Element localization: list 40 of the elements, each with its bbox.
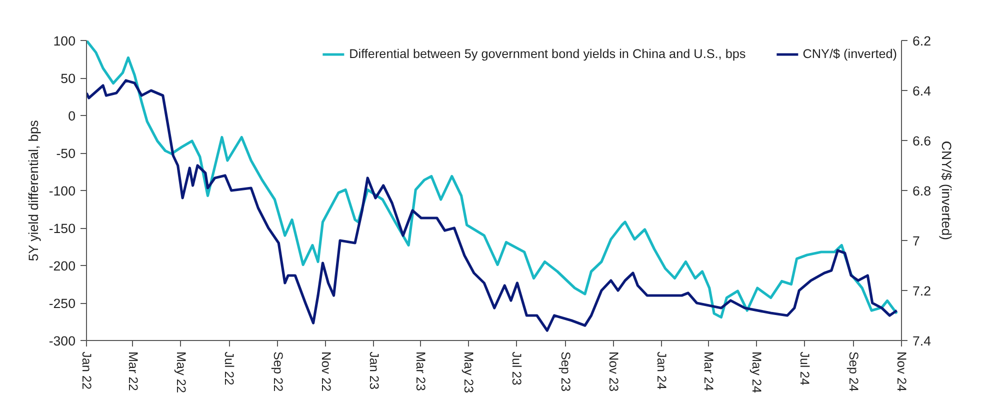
legend-label: CNY/$ (inverted) (802, 47, 897, 61)
y2-tick-label: 7.4 (912, 334, 932, 348)
y-tick-label: -100 (48, 184, 76, 198)
y-tick-label: 50 (60, 71, 76, 86)
x-tick-label: Sep 23 (558, 352, 572, 392)
y2-tick-label: 6.4 (912, 84, 932, 98)
x-tick-label: May 22 (174, 352, 188, 394)
y2-tick-label: 6.2 (912, 34, 932, 48)
x-tick-label: Nov 22 (318, 352, 333, 392)
legend-label: Differential between 5y government bond yields in China and U.S., bps (349, 47, 746, 61)
y-tick-label: 0 (68, 108, 76, 124)
x-tick-label: Sep 22 (270, 352, 285, 392)
x-tick-label: Jul 23 (509, 352, 524, 386)
x-tick-label: May 24 (750, 352, 764, 394)
x-tick-label: Nov 24 (894, 352, 908, 392)
x-tick-label: Jul 24 (798, 352, 812, 386)
y-tick-label: 100 (53, 34, 76, 48)
y2-tick-label: 6.8 (912, 184, 932, 198)
y2-axis-title: CNY/$ (inverted) (939, 140, 954, 240)
y2-tick-label: 7.2 (912, 284, 932, 298)
x-tick-label: Mar 24 (702, 352, 716, 391)
x-tick-label: Sep 24 (846, 352, 860, 392)
x-tick-label: Nov 23 (606, 352, 620, 392)
x-tick-label: Mar 23 (413, 352, 428, 391)
x-tick-label: May 23 (461, 352, 476, 394)
y-tick-label: -250 (48, 296, 76, 311)
line-series (86, 79, 898, 332)
y-tick-label: -50 (56, 146, 76, 161)
y-axis-title: 5Y yield differential, bps (26, 120, 41, 262)
x-tick-label: Jan 22 (80, 352, 94, 390)
line-series (86, 40, 898, 319)
y-tick-label: -300 (48, 334, 76, 348)
y-tick-label: -150 (48, 221, 76, 236)
y2-tick-label: 6.6 (912, 134, 932, 148)
x-tick-label: Jan 24 (654, 352, 668, 390)
x-tick-label: Jul 22 (222, 352, 236, 386)
x-tick-label: Mar 22 (126, 352, 140, 391)
y2-tick-label: 7 (912, 234, 920, 248)
y-tick-label: -200 (48, 258, 76, 274)
x-tick-label: Jan 23 (366, 352, 381, 390)
